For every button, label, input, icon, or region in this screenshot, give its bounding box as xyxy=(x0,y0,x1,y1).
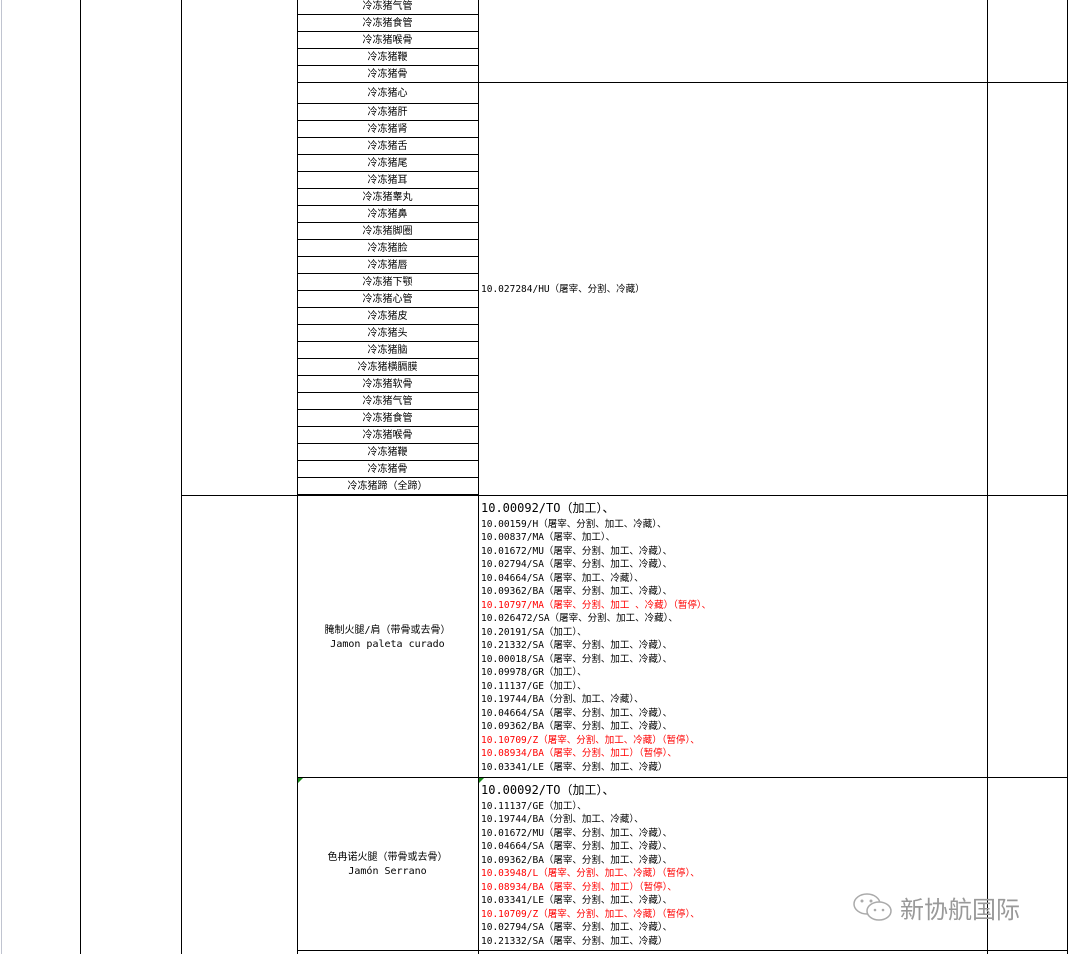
column-border xyxy=(478,0,479,954)
list-item: 冷冻猪耳 xyxy=(297,172,478,189)
list-item: 冷冻猪脸 xyxy=(297,240,478,257)
cell-comment-marker xyxy=(479,778,484,783)
row-border xyxy=(297,777,1068,778)
list-item: 冷冻猪蹄（全蹄） xyxy=(297,478,478,495)
plant-cert: 10.02794/SA（屠宰、分割、加工、冷藏）、 xyxy=(481,922,673,933)
plant-cert: 10.027284/HU（屠宰、分割、冷藏） xyxy=(481,284,645,295)
watermark-text: 新协航国际 xyxy=(900,896,1020,924)
plant-cert: 10.08934/BA（屠宰、分割、加工）（暂停）、 xyxy=(481,881,677,893)
plant-cert: 10.11137/GE（加工）、 xyxy=(481,800,587,812)
list-item: 冷冻猪喉骨 xyxy=(297,32,478,49)
plant-cert: 10.10709/Z（屠宰、分割、加工、冷藏）（暂停）、 xyxy=(481,908,700,920)
list-item: 冷冻猪气管 xyxy=(297,0,478,15)
list-item: 冷冻猪尾 xyxy=(297,155,478,172)
list-item: 冷冻猪头 xyxy=(297,325,478,342)
column-border xyxy=(1067,0,1068,954)
plant-cert: 10.21332/SA（屠宰、分割、加工、冷藏）、 xyxy=(481,640,673,651)
list-item: 冷冻猪唇 xyxy=(297,257,478,274)
list-item: 冷冻猪肝 xyxy=(297,104,478,121)
list-item: 冷冻猪食管 xyxy=(297,15,478,32)
row-border xyxy=(181,495,1068,496)
plant-cert: 10.19744/BA（分割、加工、冷藏）、 xyxy=(481,694,644,705)
wechat-icon xyxy=(853,892,892,921)
plant-cert: 10.01672/MU（屠宰、分割、加工、冷藏）、 xyxy=(481,545,673,557)
plant-cert: 10.11137/GE（加工）、 xyxy=(481,680,587,692)
list-item: 冷冻猪软骨 xyxy=(297,376,478,393)
plant-cert: 10.00159/H（屠宰、分割、加工、冷藏）、 xyxy=(481,518,667,530)
plant-cert: 10.10709/Z（屠宰、分割、加工、冷藏）（暂停）、 xyxy=(481,734,700,746)
list-item: 冷冻猪舌 xyxy=(297,138,478,155)
plant-cert: 10.21332/SA（屠宰、分割、加工、冷藏） xyxy=(481,935,668,947)
plant-cert: 10.09362/BA（屠宰、分割、加工、冷藏）、 xyxy=(481,854,673,866)
row-border xyxy=(478,82,1068,83)
column-border xyxy=(80,0,81,954)
plant-cert: 10.03341/LE（屠宰、分割、加工、冷藏） xyxy=(481,761,668,773)
list-item: 冷冻猪心 xyxy=(297,83,478,104)
list-item: 冷冻猪气管 xyxy=(297,393,478,410)
product-name-es: Jamon paleta curado xyxy=(330,639,445,650)
row-header-edge xyxy=(1,0,2,954)
list-item: 冷冻猪食管 xyxy=(297,410,478,427)
product-name-cn: 色冉诺火腿（带骨或去骨） xyxy=(327,852,448,863)
list-item: 冷冻猪横膈膜 xyxy=(297,359,478,376)
plant-cert: 10.20191/SA（加工）、 xyxy=(481,626,587,638)
product-name-cn: 腌制火腿/肩（带骨或去骨） xyxy=(324,625,451,636)
plant-cert: 10.01672/MU（屠宰、分割、加工、冷藏）、 xyxy=(481,827,673,839)
list-item: 冷冻猪皮 xyxy=(297,308,478,325)
plant-cert: 10.00092/TO（加工）、 xyxy=(481,783,615,797)
list-item: 冷冻猪睾丸 xyxy=(297,189,478,206)
list-item: 冷冻猪喉骨 xyxy=(297,427,478,444)
list-item: 冷冻猪下颚 xyxy=(297,274,478,291)
list-item: 冷冻猪鞭 xyxy=(297,49,478,66)
list-item: 冷冻猪骨 xyxy=(297,461,478,478)
plant-cert: 10.00018/SA（屠宰、分割、加工、冷藏）、 xyxy=(481,653,673,665)
plant-cert: 10.09978/GR（加工）、 xyxy=(481,667,587,678)
plant-cert: 10.026472/SA（屠宰、分割、加工、冷藏）、 xyxy=(481,613,678,624)
plant-cert: 10.03341/LE（屠宰、分割、加工、冷藏）、 xyxy=(481,895,673,906)
plant-cert: 10.04664/SA（屠宰、分割、加工、冷藏）、 xyxy=(481,707,673,719)
plant-cert: 10.08934/BA（屠宰、分割、加工）（暂停）、 xyxy=(481,748,677,759)
list-item: 冷冻猪脚圈 xyxy=(297,223,478,240)
plant-cert: 10.00837/MA（屠宰、加工）、 xyxy=(481,532,616,543)
plant-cert: 10.02794/SA（屠宰、分割、加工、冷藏）、 xyxy=(481,559,673,570)
cell-comment-marker xyxy=(298,778,303,783)
product-name-es: Jamón Serrano xyxy=(348,866,427,877)
plant-cert: 10.04664/SA（屠宰、分割、加工、冷藏）、 xyxy=(481,841,673,852)
plant-cert: 10.00092/TO（加工）、 xyxy=(481,501,615,515)
list-item: 冷冻猪脑 xyxy=(297,342,478,359)
list-item: 冷冻猪肾 xyxy=(297,121,478,138)
plant-cert: 10.09362/BA（屠宰、分割、加工、冷藏）、 xyxy=(481,586,673,597)
plant-cert: 10.09362/BA（屠宰、分割、加工、冷藏）、 xyxy=(481,721,673,732)
list-item: 冷冻猪鞭 xyxy=(297,444,478,461)
watermark: 新协航国际 xyxy=(852,890,1020,925)
list-item: 冷冻猪心管 xyxy=(297,291,478,308)
list-item: 冷冻猪骨 xyxy=(297,66,478,83)
list-item: 冷冻猪鼻 xyxy=(297,206,478,223)
plant-cert: 10.04664/SA（屠宰、加工、冷藏）、 xyxy=(481,572,644,584)
column-border xyxy=(181,0,182,954)
row-border xyxy=(297,950,1068,951)
plant-cert: 10.10797/MA（屠宰、分割、加工 、冷藏）（暂停）、 xyxy=(481,599,712,611)
plant-cert: 10.19744/BA（分割、加工、冷藏）、 xyxy=(481,814,644,825)
column-border xyxy=(987,0,988,954)
plant-cert: 10.03948/L（屠宰、分割、加工、冷藏）（暂停）、 xyxy=(481,868,700,879)
